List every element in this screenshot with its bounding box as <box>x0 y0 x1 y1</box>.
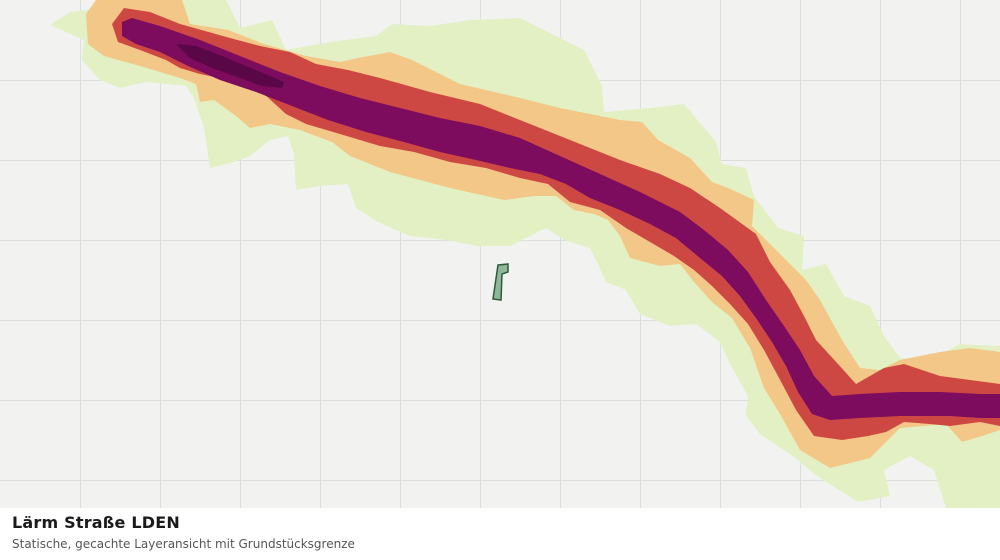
noise-band-peak <box>176 44 284 88</box>
map-subtitle: Statische, gecachte Layeransicht mit Gru… <box>12 537 355 551</box>
map-view[interactable] <box>0 0 1000 508</box>
noise-map-canvas[interactable] <box>0 0 1000 508</box>
property-parcel-boundary[interactable] <box>492 263 509 301</box>
noise-band-high <box>122 18 1000 420</box>
map-caption: Lärm Straße LDEN Statische, gecachte Lay… <box>0 508 1000 560</box>
map-title: Lärm Straße LDEN <box>12 513 180 532</box>
